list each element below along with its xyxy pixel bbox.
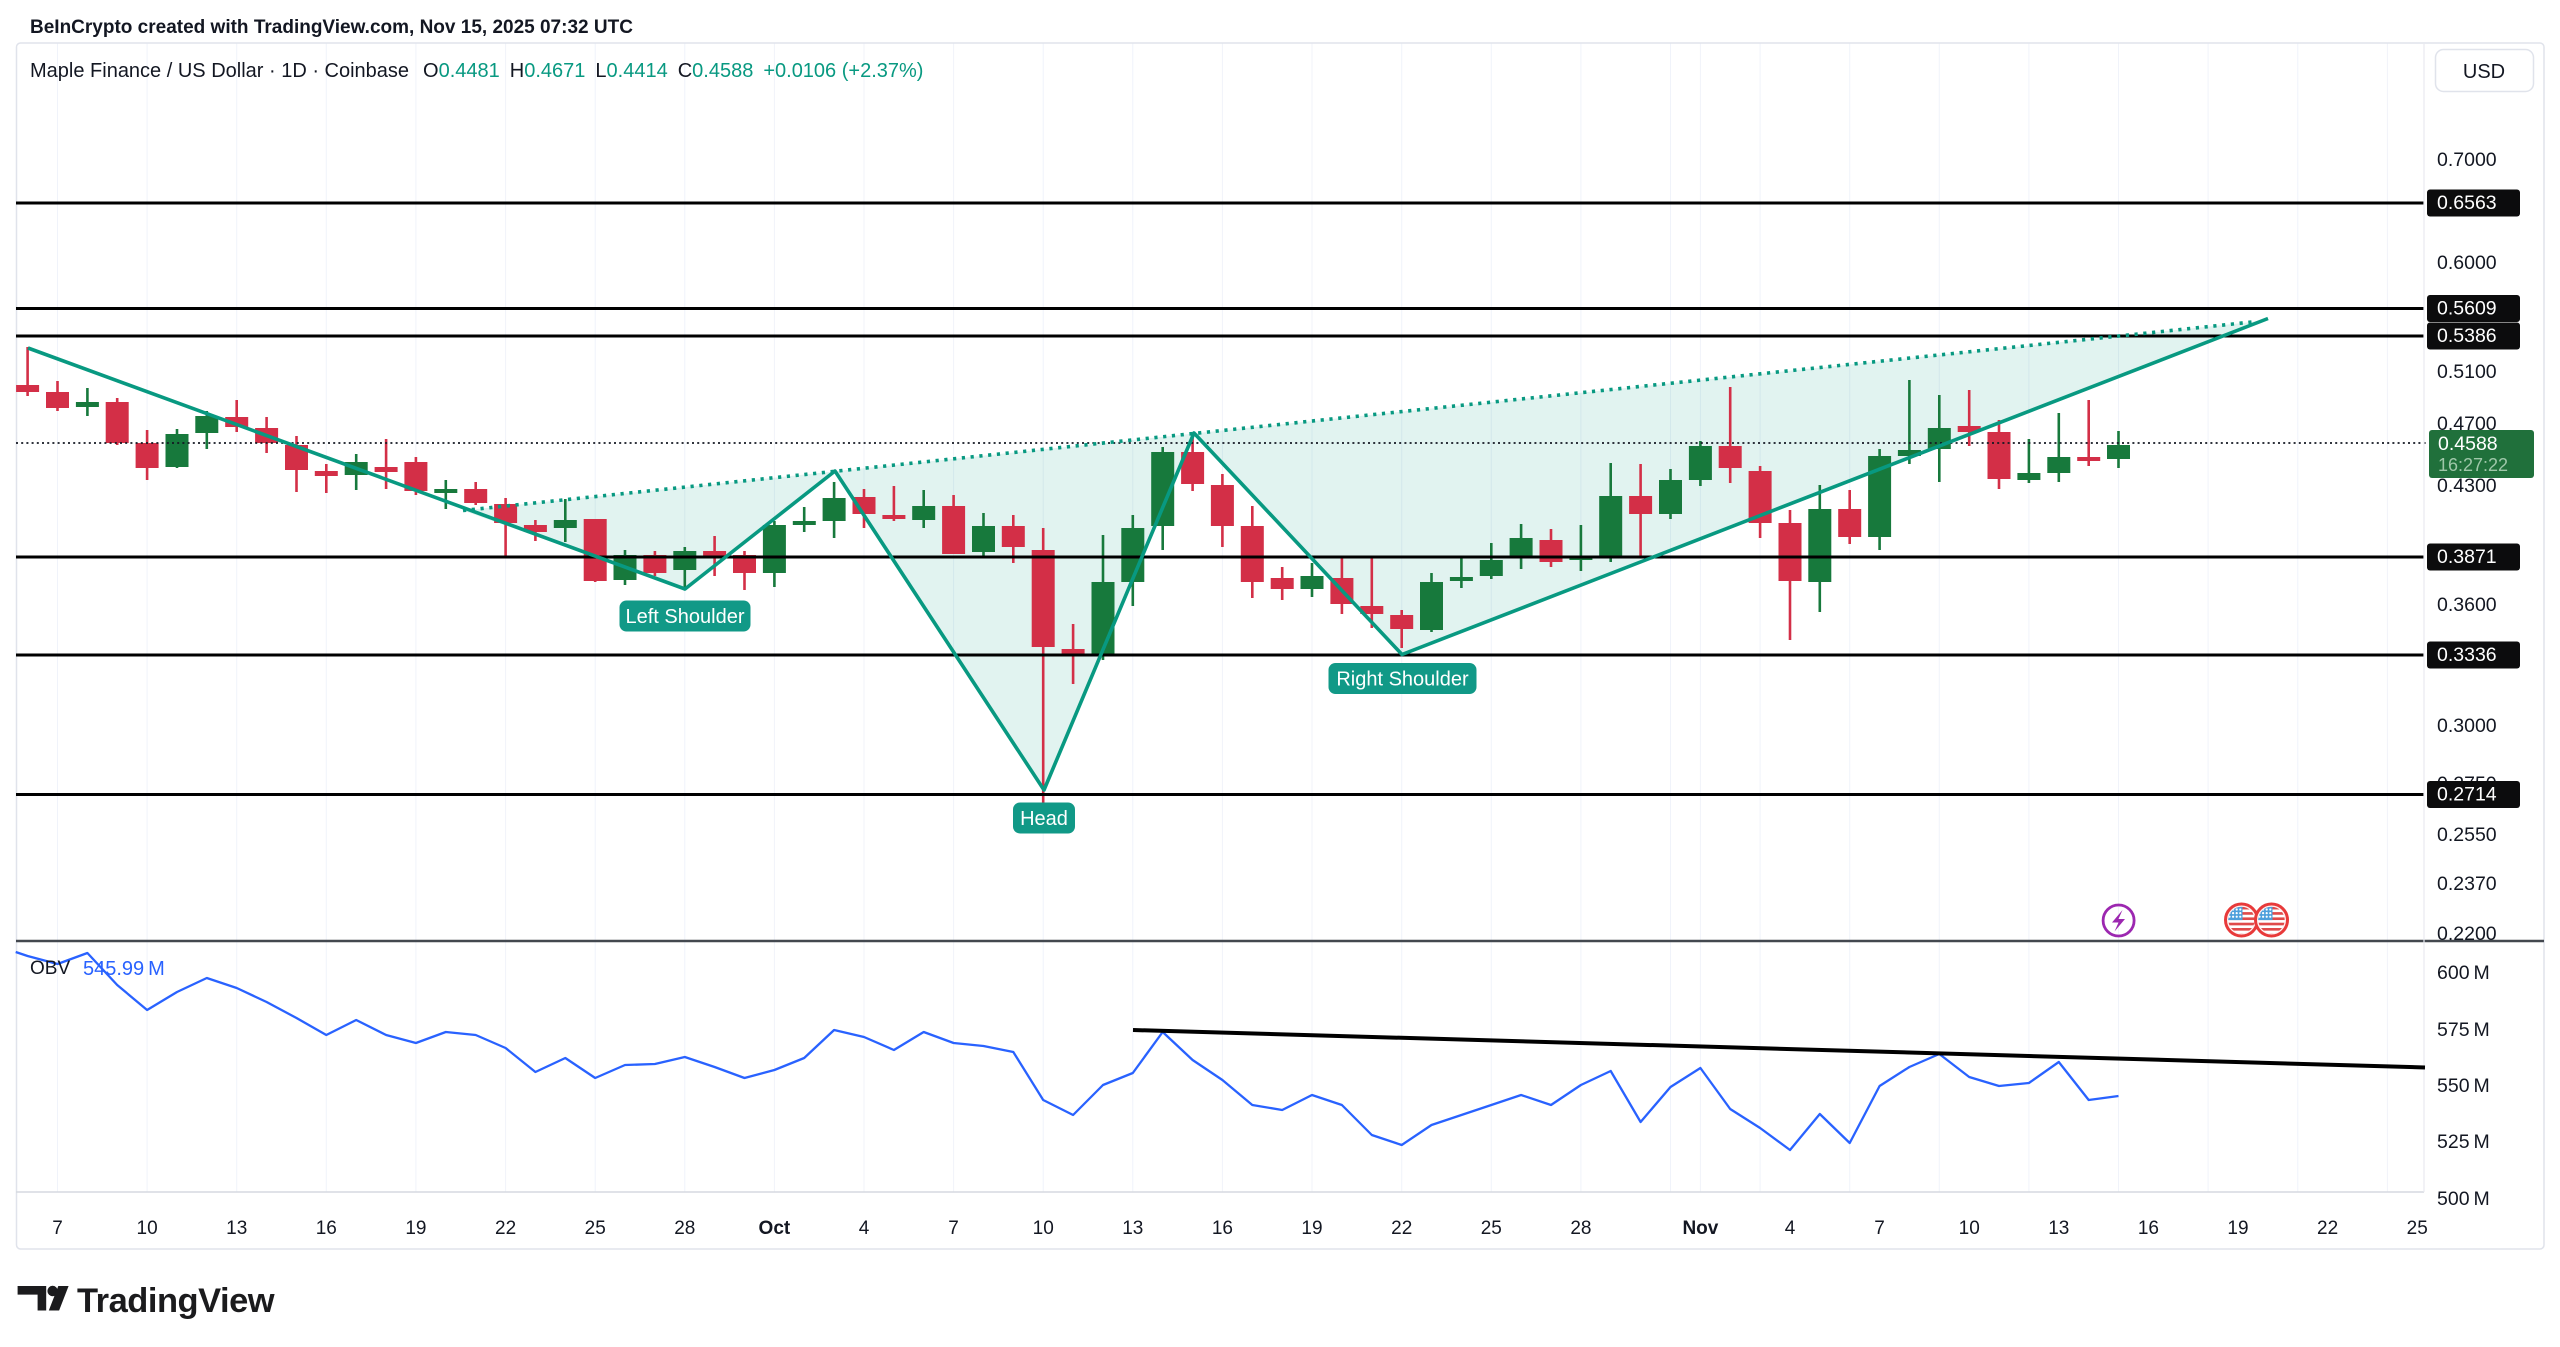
svg-text:10: 10 (1033, 1218, 1054, 1239)
svg-text:0.5100: 0.5100 (2437, 361, 2497, 383)
svg-text:4: 4 (859, 1218, 870, 1239)
svg-text:25: 25 (2407, 1218, 2428, 1239)
svg-text:7: 7 (948, 1218, 959, 1239)
svg-text:0.6563: 0.6563 (2437, 192, 2497, 214)
svg-text:550 M: 550 M (2437, 1075, 2490, 1097)
svg-text:13: 13 (226, 1218, 247, 1239)
svg-text:28: 28 (1570, 1218, 1591, 1239)
svg-text:Left Shoulder: Left Shoulder (626, 606, 745, 628)
svg-text:0.3336: 0.3336 (2437, 644, 2497, 666)
svg-text:16: 16 (1212, 1218, 1233, 1239)
svg-text:0.4700: 0.4700 (2437, 413, 2497, 435)
svg-text:22: 22 (2317, 1218, 2338, 1239)
svg-text:13: 13 (2048, 1218, 2069, 1239)
svg-text:0.2370: 0.2370 (2437, 873, 2497, 895)
svg-text:TradingView: TradingView (77, 1282, 275, 1320)
svg-text:500 M: 500 M (2437, 1188, 2490, 1210)
svg-text:0.2714: 0.2714 (2437, 784, 2497, 806)
svg-text:0.2550: 0.2550 (2437, 824, 2497, 846)
svg-text:7: 7 (1874, 1218, 1885, 1239)
svg-text:19: 19 (1301, 1218, 1322, 1239)
svg-text:BeInCrypto created with Tradin: BeInCrypto created with TradingView.com,… (30, 17, 633, 38)
svg-text:0.5609: 0.5609 (2437, 298, 2497, 320)
svg-text:0.7000: 0.7000 (2437, 149, 2497, 171)
svg-text:19: 19 (2227, 1218, 2248, 1239)
svg-text:25: 25 (585, 1218, 606, 1239)
svg-text:0.3871: 0.3871 (2437, 546, 2497, 568)
svg-text:0.5386: 0.5386 (2437, 325, 2497, 347)
svg-text:Right Shoulder: Right Shoulder (1336, 669, 1469, 691)
svg-text:Head: Head (1020, 808, 1068, 830)
svg-text:10: 10 (137, 1218, 158, 1239)
svg-text:16: 16 (2138, 1218, 2159, 1239)
svg-text:545.99 M: 545.99 M (83, 958, 165, 980)
svg-text:22: 22 (495, 1218, 516, 1239)
svg-text:575 M: 575 M (2437, 1019, 2490, 1041)
svg-text:Nov: Nov (1682, 1218, 1718, 1239)
svg-text:19: 19 (405, 1218, 426, 1239)
svg-text:7: 7 (52, 1218, 63, 1239)
svg-text:22: 22 (1391, 1218, 1412, 1239)
svg-text:Maple Finance / US Dollar · 1D: Maple Finance / US Dollar · 1D · Coinbas… (30, 60, 923, 82)
svg-text:Oct: Oct (759, 1218, 791, 1239)
svg-text:USD: USD (2463, 61, 2505, 83)
svg-text:4: 4 (1785, 1218, 1796, 1239)
svg-text:0.3000: 0.3000 (2437, 715, 2497, 737)
svg-text:0.4588: 0.4588 (2438, 433, 2498, 455)
svg-text:0.2200: 0.2200 (2437, 923, 2497, 945)
svg-text:28: 28 (674, 1218, 695, 1239)
svg-text:16: 16 (316, 1218, 337, 1239)
svg-text:525 M: 525 M (2437, 1131, 2490, 1153)
svg-text:0.3600: 0.3600 (2437, 594, 2497, 616)
svg-text:0.6000: 0.6000 (2437, 252, 2497, 274)
svg-text:16:27:22: 16:27:22 (2438, 455, 2508, 475)
svg-text:13: 13 (1122, 1218, 1143, 1239)
svg-text:10: 10 (1959, 1218, 1980, 1239)
svg-text:0.4300: 0.4300 (2437, 475, 2497, 497)
svg-text:25: 25 (1481, 1218, 1502, 1239)
svg-text:600 M: 600 M (2437, 962, 2490, 984)
svg-text:OBV: OBV (30, 958, 70, 979)
